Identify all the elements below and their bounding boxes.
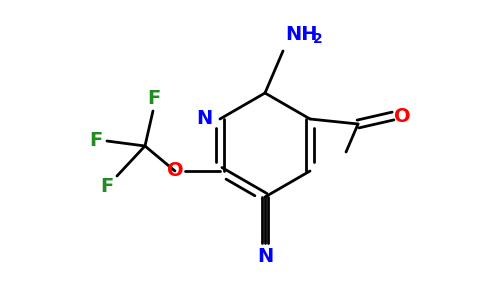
- Text: NH: NH: [285, 26, 318, 44]
- Text: F: F: [100, 178, 114, 196]
- Text: F: F: [90, 131, 103, 151]
- Text: O: O: [166, 161, 183, 181]
- Text: N: N: [197, 110, 213, 128]
- Text: 2: 2: [313, 32, 323, 46]
- Text: N: N: [257, 248, 273, 266]
- Text: O: O: [393, 106, 410, 125]
- Text: F: F: [147, 89, 161, 109]
